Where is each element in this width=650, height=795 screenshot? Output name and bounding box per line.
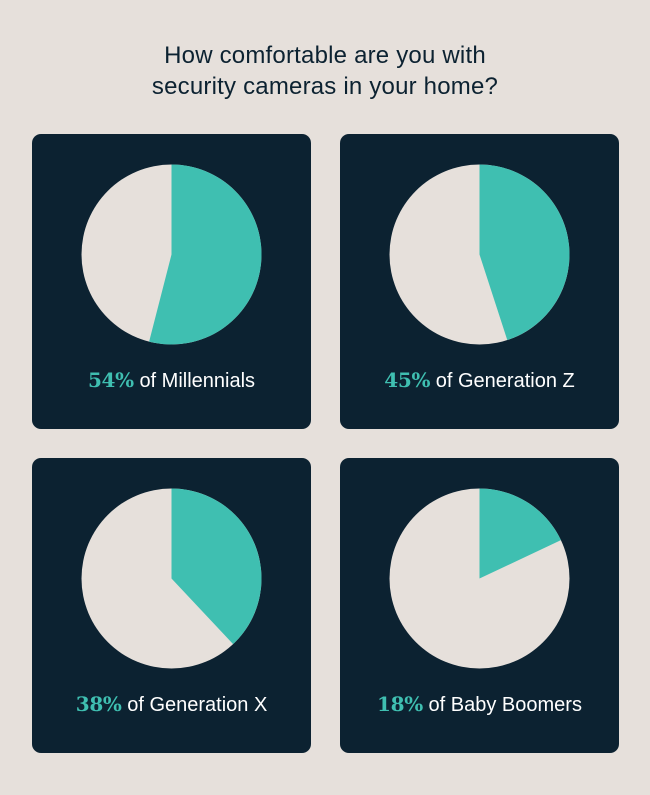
pie-chart-generation-x: [81, 488, 262, 669]
pie-card-baby-boomers: 18% of Baby Boomers: [340, 458, 619, 753]
group-label-generation-x: of Generation X: [127, 694, 268, 716]
group-label-baby-boomers: of Baby Boomers: [428, 694, 582, 716]
pie-value-slice-millennials: [149, 164, 262, 345]
pie-value-slice-generation-x: [171, 488, 262, 645]
pie-label-millennials: 54% of Millennials: [32, 368, 311, 393]
pie-value-slice-baby-boomers: [479, 488, 561, 579]
pct-label-generation-z: 45%: [384, 368, 431, 392]
pie-value-slice-generation-z: [479, 164, 570, 341]
pie-card-generation-z: 45% of Generation Z: [340, 134, 619, 429]
pie-label-generation-x: 38% of Generation X: [32, 692, 311, 717]
group-label-generation-z: of Generation Z: [435, 370, 575, 392]
pie-label-baby-boomers: 18% of Baby Boomers: [340, 692, 619, 717]
pie-label-generation-z: 45% of Generation Z: [340, 368, 619, 393]
pie-card-millennials: 54% of Millennials: [32, 134, 311, 429]
chart-title: How comfortable are you with security ca…: [0, 40, 650, 102]
title-line-2: security cameras in your home?: [151, 73, 499, 100]
pct-label-generation-x: 38%: [75, 692, 122, 716]
pie-card-generation-x: 38% of Generation X: [32, 458, 311, 753]
pct-label-millennials: 54%: [87, 368, 134, 392]
pie-chart-baby-boomers: [389, 488, 570, 669]
pct-label-baby-boomers: 18%: [377, 692, 423, 716]
group-label-millennials: of Millennials: [139, 370, 256, 392]
title-line-1: How comfortable are you with: [164, 42, 486, 69]
pie-chart-millennials: [81, 164, 262, 345]
pie-chart-generation-z: [389, 164, 570, 345]
